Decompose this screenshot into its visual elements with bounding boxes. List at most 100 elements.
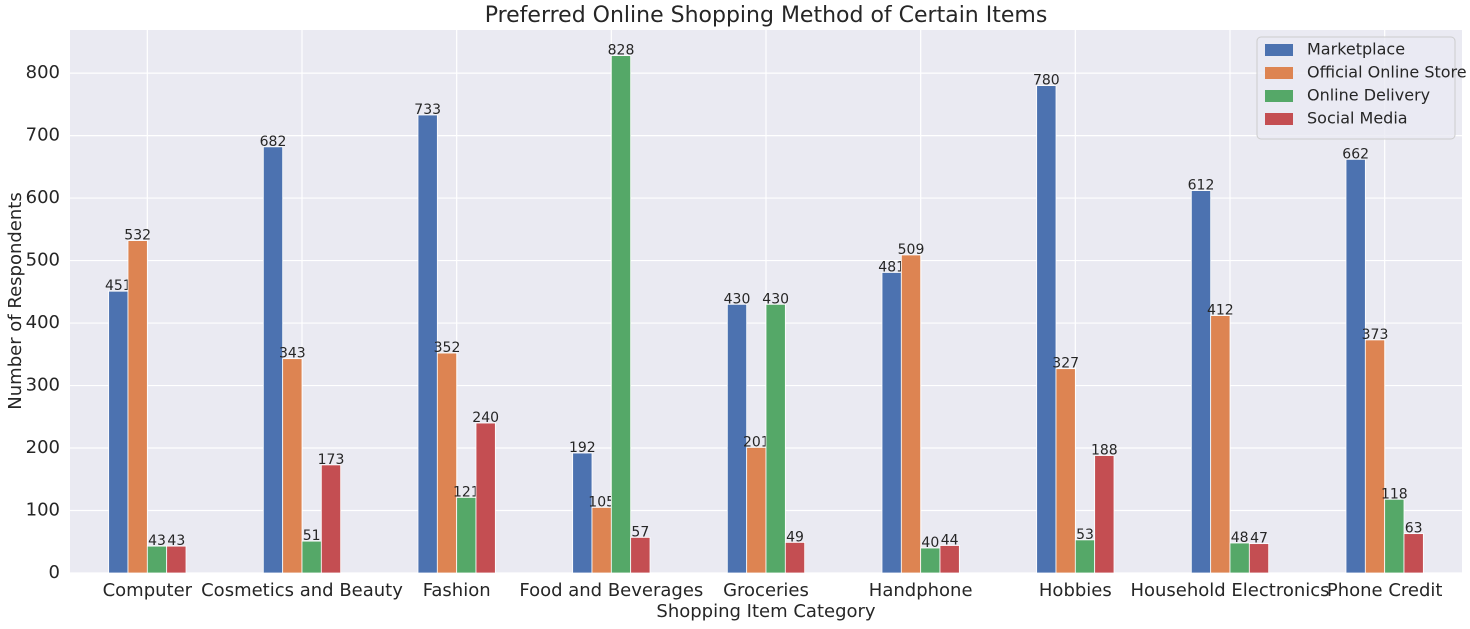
value-label: 509 <box>898 242 925 258</box>
value-label: 188 <box>1091 443 1118 459</box>
bar <box>726 303 748 574</box>
value-label: 612 <box>1188 178 1215 194</box>
bar <box>920 547 941 574</box>
value-label: 43 <box>148 533 166 549</box>
bar <box>1074 539 1096 574</box>
value-label: 343 <box>279 346 306 362</box>
bar <box>784 541 806 574</box>
bar <box>939 545 960 574</box>
legend-label: Official Online Store <box>1307 63 1467 82</box>
bar <box>166 545 187 574</box>
bar <box>1094 455 1115 574</box>
x-tick-label: Food and Beverages <box>519 580 703 601</box>
bar <box>610 55 632 574</box>
value-label: 780 <box>1033 73 1060 89</box>
value-label: 40 <box>921 535 939 551</box>
y-tick-label: 800 <box>26 62 60 83</box>
value-label: 352 <box>434 340 461 356</box>
bar <box>417 114 438 574</box>
x-tick-label: Fashion <box>423 580 491 601</box>
legend-swatch <box>1265 67 1293 79</box>
bar <box>282 358 303 574</box>
y-tick-label: 100 <box>26 500 60 521</box>
value-label: 118 <box>1381 486 1408 502</box>
y-tick-label: 400 <box>26 312 60 333</box>
value-label: 192 <box>569 440 596 456</box>
bar <box>1190 190 1212 574</box>
bar <box>301 540 322 574</box>
value-label: 430 <box>762 291 789 307</box>
legend-label: Marketplace <box>1307 40 1405 59</box>
value-label: 828 <box>608 43 635 59</box>
value-label: 481 <box>878 259 905 275</box>
value-label: 48 <box>1231 530 1249 546</box>
y-axis-label: Number of Respondents <box>5 192 26 409</box>
value-label: 373 <box>1362 327 1389 343</box>
x-tick-label: Phone Credit <box>1327 580 1443 601</box>
bar <box>1229 542 1250 574</box>
bar <box>1403 533 1424 574</box>
y-tick-label: 600 <box>26 187 60 208</box>
bar <box>436 352 458 574</box>
bar <box>1345 158 1366 574</box>
value-label: 57 <box>631 524 649 540</box>
y-tick-label: 200 <box>26 437 60 458</box>
bar <box>108 290 129 574</box>
y-tick-label: 500 <box>26 250 60 271</box>
x-tick-label: Cosmetics and Beauty <box>201 580 403 601</box>
value-label: 412 <box>1207 303 1234 319</box>
value-label: 327 <box>1052 356 1079 372</box>
legend-swatch <box>1265 44 1293 56</box>
bar <box>1384 498 1405 574</box>
value-label: 53 <box>1076 527 1094 543</box>
y-tick-label: 700 <box>26 125 60 146</box>
bar <box>630 536 651 574</box>
value-label: 105 <box>588 494 615 510</box>
x-tick-label: Household Electronics <box>1130 580 1329 601</box>
bar <box>765 303 786 574</box>
value-label: 173 <box>318 452 345 468</box>
chart-title: Preferred Online Shopping Method of Cert… <box>485 3 1048 28</box>
value-label: 51 <box>303 528 321 544</box>
bar <box>591 506 612 574</box>
legend-label: Social Media <box>1307 109 1408 128</box>
bar <box>1248 543 1270 574</box>
value-label: 121 <box>453 484 480 500</box>
bar <box>881 272 902 574</box>
bar <box>900 254 922 574</box>
bar <box>456 496 477 574</box>
value-label: 662 <box>1342 146 1369 162</box>
legend-swatch <box>1265 90 1293 102</box>
bar <box>1036 85 1057 574</box>
bar <box>572 452 593 574</box>
value-label: 240 <box>472 410 499 426</box>
bar <box>1364 339 1386 574</box>
value-label: 43 <box>167 533 185 549</box>
x-tick-label: Handphone <box>869 580 973 601</box>
legend-swatch <box>1265 113 1293 125</box>
value-label: 44 <box>941 533 959 549</box>
value-label: 47 <box>1250 531 1268 547</box>
bar <box>1210 315 1231 574</box>
value-label: 451 <box>105 278 132 294</box>
value-label: 682 <box>260 134 287 150</box>
x-axis-label: Shopping Item Category <box>656 601 876 622</box>
bar <box>1055 368 1076 574</box>
y-tick-label: 0 <box>49 562 60 583</box>
value-label: 49 <box>786 529 804 545</box>
y-tick-label: 300 <box>26 375 60 396</box>
legend-box <box>1256 36 1456 140</box>
x-tick-label: Groceries <box>723 580 809 601</box>
value-label: 733 <box>414 102 441 118</box>
bar <box>127 240 148 574</box>
x-tick-label: Computer <box>103 580 193 601</box>
x-tick-label: Hobbies <box>1039 580 1112 601</box>
value-label: 430 <box>724 291 751 307</box>
value-label: 63 <box>1405 521 1423 537</box>
value-label: 532 <box>124 228 151 244</box>
legend-label: Online Delivery <box>1307 86 1430 105</box>
bar <box>146 545 168 574</box>
value-label: 201 <box>743 434 770 450</box>
bar <box>475 422 496 574</box>
